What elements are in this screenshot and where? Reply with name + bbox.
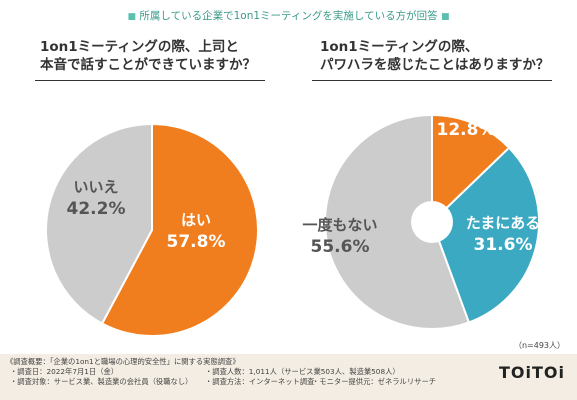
chart2-value-1: 31.6%	[474, 235, 533, 255]
chart2-label-1: たまにある	[466, 214, 541, 232]
footer-survey-count: ・調査人数：1,011人（サービス業503人、製造業508人）	[205, 367, 400, 376]
footer-survey-provider: ・モニター提供元：ゼネラルリサーチ	[312, 377, 437, 386]
chart1-slice-0	[100, 122, 259, 337]
chart2-title-underline	[312, 80, 552, 81]
chart1-title: 1on1ミーティングの際、上司と 本音で話すことができていますか？	[40, 38, 270, 74]
chart1-title-line2: 本音で話すことができていますか？	[40, 57, 256, 73]
chart2-donut-hole	[411, 201, 453, 243]
chart2-title-line2: パワハラを感じたことはありますか？	[320, 57, 550, 73]
chart1-title-line1: 1on1ミーティングの際、上司と	[40, 39, 239, 55]
survey-header: ■ 所属している企業で1on1ミーティングを実施している方が回答 ■	[0, 8, 577, 23]
chart2-slice-2	[324, 113, 471, 330]
footer-survey-target: ・調査対象：サービス業、製造業の会社員（役職なし）	[10, 377, 193, 386]
toitoi-logo: TOiTOi	[499, 363, 565, 382]
survey-footer: 《調査概要：「企業の1on1と職場の心理的安全性」に関する実態調査》 ・調査日：…	[0, 354, 577, 400]
footer-survey-method: ・調査方法：インターネット調査	[205, 377, 315, 386]
sample-size-note: （n=493人）	[513, 341, 565, 350]
chart2-label-0: とてもある	[429, 99, 503, 117]
chart2-value-0: 12.8%	[437, 120, 496, 140]
chart2-value-2: 55.6%	[311, 237, 370, 257]
chart1-title-underline	[35, 80, 265, 81]
header-square-right: ■	[440, 12, 450, 22]
chart2-title-line1: 1on1ミーティングの際、	[320, 39, 479, 55]
chart2-slice-1	[430, 146, 540, 324]
chart2-title: 1on1ミーティングの際、 パワハラを感じたことはありますか？	[320, 38, 560, 74]
chart2-label-2: 一度もない	[302, 216, 377, 234]
footer-survey-title: 《調査概要：「企業の1on1と職場の心理的安全性」に関する実態調査》	[6, 357, 240, 366]
header-title: 所属している企業で1on1ミーティングを実施している方が回答	[139, 10, 438, 22]
chart1-value-0: 57.8%	[167, 232, 226, 252]
chart1-label-1: いいえ	[73, 178, 118, 196]
chart1-value-1: 42.2%	[67, 199, 126, 219]
chart1-slice-1	[45, 122, 153, 325]
chart1-label-0: はい	[181, 211, 211, 229]
footer-survey-date: ・調査日：2022年7月1日（金）	[10, 367, 119, 376]
chart2-slice-0	[431, 113, 511, 225]
header-square-left: ■	[127, 12, 137, 22]
